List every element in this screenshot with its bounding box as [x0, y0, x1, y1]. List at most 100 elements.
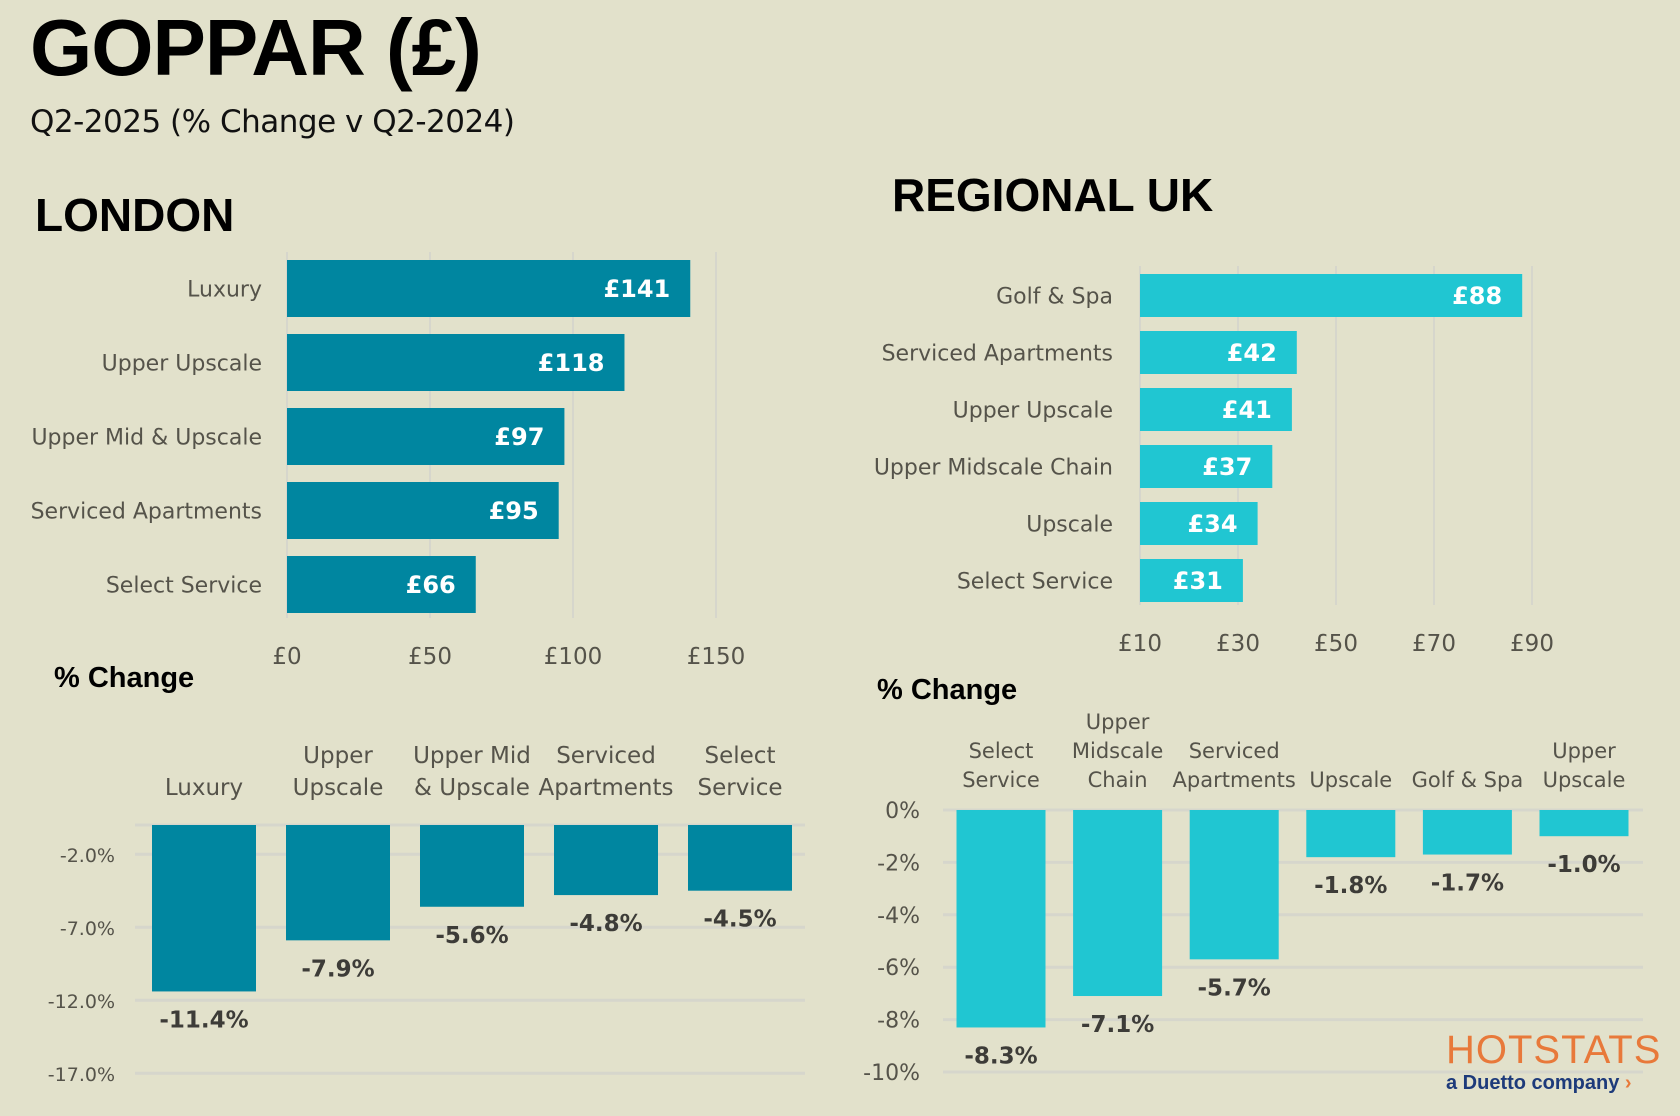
regional-goppar-data-label: £42: [1227, 339, 1277, 367]
regional-goppar-tick-label: £10: [1118, 631, 1162, 657]
london-goppar-bar: [287, 334, 625, 391]
london-change-category-label: & Upscale: [414, 775, 530, 801]
london-change-bar: [420, 825, 524, 907]
regional-change-tick-label: -8%: [877, 1009, 920, 1034]
regional-goppar-category-label: Golf & Spa: [996, 284, 1113, 309]
regional-change-tick-label: -6%: [877, 956, 920, 981]
london-change-bar: [554, 825, 658, 896]
regional-goppar-bar: [1140, 274, 1523, 317]
regional-change-tick-label: -2%: [877, 851, 920, 876]
regional-change-data-label: -8.3%: [964, 1043, 1037, 1069]
page-subtitle: Q2-2025 (% Change v Q2-2024): [30, 104, 515, 140]
london-goppar-tick-label: £150: [687, 644, 746, 670]
regional-goppar-bar: [1140, 388, 1292, 431]
regional-change-data-label: -1.7%: [1431, 871, 1504, 897]
london-change-data-label: -11.4%: [159, 1007, 248, 1033]
hotstats-logo: HOTSTATS a Duetto company ›: [1446, 1028, 1662, 1095]
london-change-category-label: Upscale: [293, 775, 384, 801]
london-goppar-data-label: £118: [538, 349, 605, 377]
london-change-tick-label: -2.0%: [60, 845, 115, 867]
london-change-category-label: Upper Mid: [413, 743, 531, 769]
regional-goppar-bar: [1140, 445, 1273, 488]
regional-change-category-label: Service: [962, 768, 1040, 792]
regional-change-tick-label: -4%: [877, 904, 920, 929]
regional-goppar-category-label: Serviced Apartments: [882, 341, 1113, 366]
regional-change-bar: [1539, 810, 1629, 837]
london-change-bar: [688, 825, 792, 891]
regional-change-data-label: -7.1%: [1081, 1012, 1154, 1038]
london-change-category-label: Luxury: [165, 775, 243, 801]
chevron-right-icon: ›: [1624, 1072, 1632, 1094]
regional-goppar-bar: [1140, 502, 1258, 545]
london-goppar-category-label: Serviced Apartments: [31, 499, 262, 524]
london-goppar-bar: [287, 482, 559, 539]
london-goppar-data-label: £95: [489, 497, 539, 525]
regional-goppar-category-label: Select Service: [957, 569, 1113, 594]
regional-change-tick-label: 0%: [885, 799, 920, 824]
london-goppar-bar: [287, 260, 691, 317]
regional-change-category-label: Upscale: [1543, 768, 1626, 792]
regional-change-heading: % Change: [877, 674, 1018, 706]
london-change-category-label: Serviced: [556, 743, 656, 769]
regional-goppar-data-label: £31: [1173, 567, 1223, 595]
regional-change-category-label: Serviced: [1189, 739, 1280, 763]
london-change-bar: [286, 825, 390, 941]
london-change-category-label: Select: [705, 743, 776, 769]
regional-change-bar: [1189, 810, 1279, 960]
regional-goppar-category-label: Upper Upscale: [953, 398, 1113, 423]
regional-change-tick-label: -10%: [863, 1061, 920, 1086]
london-goppar-category-label: Upper Mid & Upscale: [31, 425, 262, 450]
logo-wordmark: HOTSTATS: [1446, 1028, 1662, 1072]
logo-tagline: a Duetto company ›: [1446, 1072, 1656, 1095]
regional-goppar-data-label: £37: [1202, 453, 1252, 481]
regional-goppar-data-label: £34: [1187, 510, 1237, 538]
london-goppar-bar: [287, 556, 476, 613]
london-change-data-label: -4.5%: [703, 907, 776, 933]
regional-change-data-label: -1.8%: [1314, 873, 1387, 899]
regional-goppar-bar: [1140, 559, 1243, 602]
regional-goppar-data-label: £88: [1452, 282, 1502, 310]
regional-heading: REGIONAL UK: [892, 169, 1214, 221]
london-change-heading: % Change: [54, 662, 195, 694]
regional-change-bar: [1306, 810, 1396, 858]
regional-change-category-label: Upscale: [1309, 768, 1392, 792]
london-change-tick-label: -12.0%: [48, 991, 115, 1013]
regional-goppar-bar: [1140, 331, 1297, 374]
regional-change-category-label: Midscale: [1072, 739, 1163, 763]
regional-change-bar: [1073, 810, 1163, 997]
london-goppar-category-label: Luxury: [187, 277, 262, 302]
london-goppar-tick-label: £50: [408, 644, 452, 670]
london-goppar-tick-label: £100: [544, 644, 603, 670]
regional-change-category-label: Select: [969, 739, 1034, 763]
regional-goppar-tick-label: £50: [1314, 631, 1358, 657]
london-goppar-category-label: Upper Upscale: [102, 351, 262, 376]
london-change-bar: [152, 825, 256, 992]
page-title: GOPPAR (£): [30, 3, 482, 92]
london-goppar-data-label: £141: [603, 275, 670, 303]
london-goppar-tick-label: £0: [272, 644, 301, 670]
london-change-category-label: Upper: [303, 743, 373, 769]
london-goppar-category-label: Select Service: [106, 573, 262, 598]
regional-goppar-category-label: Upscale: [1026, 512, 1113, 537]
london-change-data-label: -7.9%: [301, 956, 374, 982]
london-goppar-data-label: £66: [406, 571, 456, 599]
regional-change-category-label: Upper: [1086, 710, 1150, 734]
regional-goppar-category-label: Upper Midscale Chain: [874, 455, 1113, 480]
regional-change-category-label: Upper: [1552, 739, 1616, 763]
london-change-tick-label: -17.0%: [48, 1064, 115, 1086]
london-change-tick-label: -7.0%: [60, 918, 115, 940]
regional-change-category-label: Golf & Spa: [1412, 768, 1524, 792]
regional-change-category-label: Chain: [1088, 768, 1148, 792]
london-goppar-bar: [287, 408, 565, 465]
regional-goppar-tick-label: £30: [1216, 631, 1260, 657]
regional-goppar-tick-label: £70: [1412, 631, 1456, 657]
london-change-data-label: -4.8%: [569, 911, 642, 937]
regional-change-data-label: -1.0%: [1547, 852, 1620, 878]
regional-change-bar: [956, 810, 1046, 1028]
london-change-data-label: -5.6%: [435, 923, 508, 949]
regional-change-category-label: Apartments: [1173, 768, 1296, 792]
regional-change-bar: [1422, 810, 1512, 855]
logo-tagline-text: a Duetto company: [1446, 1072, 1620, 1094]
london-change-category-label: Apartments: [538, 775, 673, 801]
